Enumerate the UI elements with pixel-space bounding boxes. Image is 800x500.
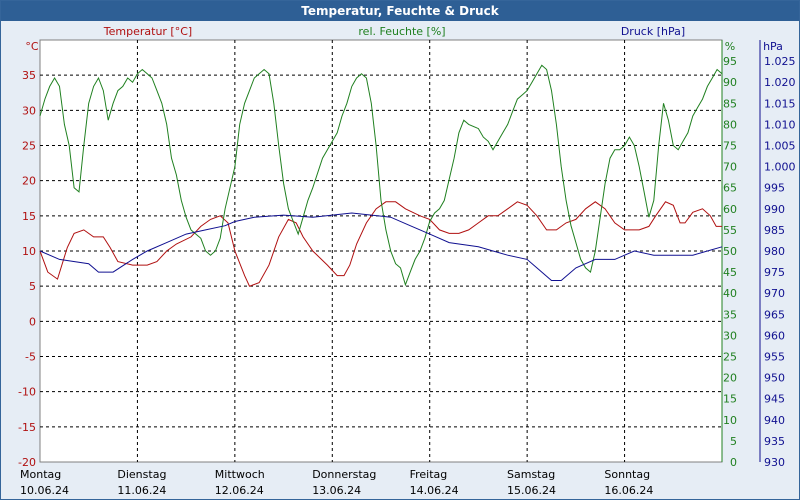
temperature-tick-label: 10 (22, 245, 36, 258)
humidity-tick-label: 15 (723, 393, 737, 406)
series-layer (39, 64, 723, 287)
temperature-axis-title: Temperatur [°C] (103, 25, 192, 38)
pressure-tick-label: 945 (764, 393, 785, 406)
pressure-tick-label: 1.015 (764, 97, 796, 110)
temperature-tick-label: -10 (18, 386, 36, 399)
humidity-tick-label: 40 (723, 287, 737, 300)
day-name-label: Dienstag (117, 468, 166, 481)
pressure-tick-label: 985 (764, 224, 785, 237)
humidity-tick-label: 35 (723, 308, 737, 321)
pressure-tick-label: 970 (764, 287, 785, 300)
temperature-tick-label: 25 (22, 140, 36, 153)
day-name-label: Samstag (507, 468, 555, 481)
pressure-tick-label: 990 (764, 203, 785, 216)
window-title: Temperatur, Feuchte & Druck (1, 1, 799, 21)
pressure-tick-label: 960 (764, 329, 785, 342)
humidity-tick-label: 55 (723, 224, 737, 237)
pressure-tick-label: 1.025 (764, 55, 796, 68)
temperature-axis: -20 -15 -10 -5 0 5 10 15 20 25 30 35 (18, 69, 36, 469)
day-date-label: 10.06.24 (20, 484, 69, 497)
temperature-tick-label: -5 (25, 351, 36, 364)
day-name-label: Sonntag (604, 468, 650, 481)
humidity-tick-label: 45 (723, 266, 737, 279)
temperature-tick-label: 5 (29, 280, 36, 293)
humidity-tick-label: 95 (723, 55, 737, 68)
pressure-series-line (39, 212, 723, 281)
day-name-label: Montag (20, 468, 61, 481)
temperature-tick-label: 20 (22, 175, 36, 188)
pressure-tick-label: 975 (764, 266, 785, 279)
pressure-tick-label: 1.005 (764, 140, 796, 153)
pressure-tick-label: 950 (764, 372, 785, 385)
pressure-tick-label: 1.010 (764, 118, 796, 131)
temperature-tick-label: 30 (22, 104, 36, 117)
humidity-tick-label: 80 (723, 118, 737, 131)
temperature-unit-label: °C (25, 40, 39, 53)
day-name-label: Donnerstag (312, 468, 376, 481)
pressure-tick-label: 935 (764, 435, 785, 448)
pressure-tick-label: 955 (764, 351, 785, 364)
pressure-axis: 930 935 940 945 950 955 960 965 970 975 980 985 990 9… (759, 40, 796, 469)
day-date-label: 13.06.24 (312, 484, 361, 497)
day-date-label: 12.06.24 (215, 484, 264, 497)
humidity-tick-label: 30 (723, 329, 737, 342)
humidity-tick-label: 65 (723, 182, 737, 195)
humidity-tick-label: 10 (723, 414, 737, 427)
humidity-tick-label: 75 (723, 140, 737, 153)
pressure-unit-label: hPa (763, 40, 783, 53)
day-date-label: 14.06.24 (410, 484, 459, 497)
pressure-tick-label: 1.000 (764, 161, 796, 174)
day-name-label: Freitag (410, 468, 448, 481)
humidity-tick-label: 20 (723, 372, 737, 385)
humidity-tick-label: 5 (730, 435, 737, 448)
humidity-axis-title: rel. Feuchte [%] (358, 25, 445, 38)
pressure-tick-label: 940 (764, 414, 785, 427)
humidity-tick-label: 0 (730, 456, 737, 469)
day-date-label: 15.06.24 (507, 484, 556, 497)
day-name-label: Mittwoch (215, 468, 265, 481)
temperature-tick-label: 15 (22, 210, 36, 223)
pressure-axis-title: Druck [hPa] (621, 25, 685, 38)
humidity-tick-label: 60 (723, 203, 737, 216)
pressure-tick-label: 995 (764, 182, 785, 195)
humidity-tick-label: 70 (723, 161, 737, 174)
humidity-axis: 0 5 10 15 20 25 30 35 40 45 50 55 60 65 70 75 80 85 90 95 (721, 40, 737, 469)
humidity-tick-label: 25 (723, 351, 737, 364)
x-axis-day-labels: Montag 10.06.24 Dienstag 11.06.24 Mittwoch 12… (20, 468, 653, 497)
humidity-series-line (39, 64, 723, 287)
temperature-series-line (39, 201, 722, 287)
temperature-tick-label: 35 (22, 69, 36, 82)
pressure-tick-label: 1.020 (764, 76, 796, 89)
pressure-tick-label: 980 (764, 245, 785, 258)
pressure-tick-label: 930 (764, 456, 785, 469)
humidity-tick-label: 85 (723, 97, 737, 110)
humidity-tick-label: 90 (723, 76, 737, 89)
humidity-tick-label: 50 (723, 245, 737, 258)
temperature-tick-label: 0 (29, 315, 36, 328)
temperature-tick-label: -20 (18, 456, 36, 469)
pressure-tick-label: 965 (764, 308, 785, 321)
day-date-label: 11.06.24 (117, 484, 166, 497)
humidity-unit-label: % (725, 40, 735, 53)
day-date-label: 16.06.24 (604, 484, 653, 497)
temperature-tick-label: -15 (18, 421, 36, 434)
